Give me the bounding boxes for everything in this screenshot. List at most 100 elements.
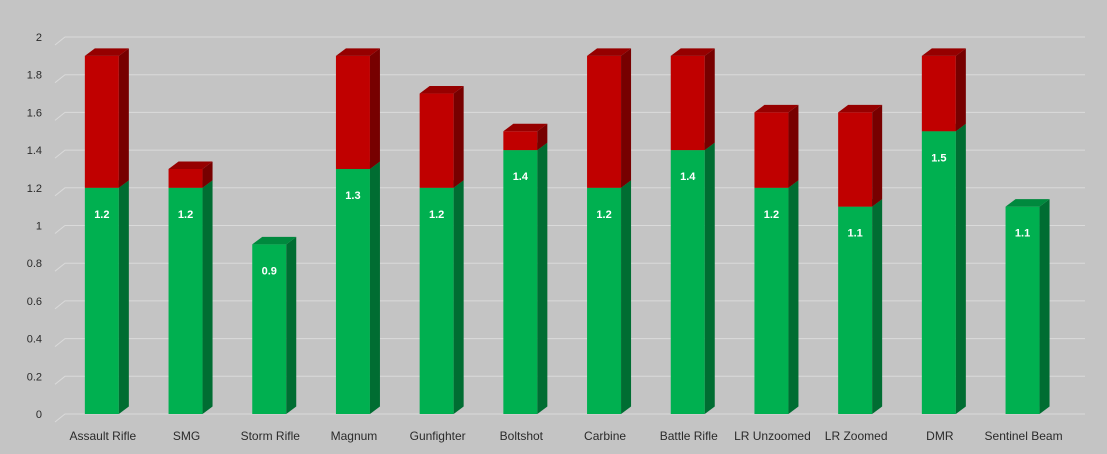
bar-segment-green-side	[788, 180, 799, 414]
gridlines	[54, 36, 1085, 423]
bar-group	[838, 104, 883, 414]
bar-segment-green-side	[537, 142, 548, 414]
bar-segment-green	[252, 236, 297, 414]
gridline	[54, 149, 1085, 159]
gridline	[54, 111, 1085, 121]
data-label: 1.2	[94, 209, 109, 221]
bar-segment-red-side	[118, 48, 129, 188]
bar-segment-green-front	[754, 187, 789, 414]
gridline	[54, 187, 1085, 197]
bar-segment-green-side	[872, 199, 883, 414]
y-tick-label: 1.6	[27, 107, 42, 119]
y-tick-label: 0	[36, 409, 42, 421]
bar-segment-green-front	[252, 244, 287, 414]
bar-group	[419, 86, 464, 414]
bar-segment-red-top	[587, 48, 632, 56]
x-category-label: Magnum	[331, 429, 378, 443]
data-label: 1.5	[931, 152, 946, 164]
bar-segment-green-front	[419, 187, 454, 414]
bar-segment-red-front	[335, 55, 370, 169]
bar-group	[168, 161, 213, 414]
x-category-label: LR Zoomed	[825, 429, 888, 443]
bar-segment-red-side	[453, 86, 464, 188]
gridline	[54, 300, 1085, 310]
bar-segment-red-top	[503, 123, 548, 132]
bar-segment-green-side	[369, 161, 380, 414]
bar-segment-green-side	[453, 180, 464, 414]
bar-segment-green-top	[252, 236, 297, 245]
bar-segment-green-front	[84, 187, 119, 414]
bar-segment-green	[84, 180, 129, 414]
x-category-label: Gunfighter	[410, 429, 466, 443]
bar-group	[1005, 199, 1050, 414]
bar-group	[670, 48, 715, 414]
bar-segment-red-top	[921, 48, 966, 56]
y-tick-label: 1.8	[27, 70, 42, 82]
bar-segment-red-top	[335, 48, 380, 56]
x-category-label: Assault Rifle	[69, 429, 136, 443]
data-label: 1.2	[178, 209, 193, 221]
gridline	[54, 36, 1085, 46]
data-label: 0.9	[262, 265, 277, 277]
gridline	[54, 74, 1085, 84]
y-tick-label: 0.2	[27, 371, 42, 383]
y-tick-label: 0.6	[27, 296, 42, 308]
bar-segment-green	[168, 180, 213, 414]
bar-segment-red-side	[955, 48, 966, 132]
bar-segment-green-front	[670, 150, 705, 414]
bar-segment-red-top	[168, 161, 213, 169]
bar-segment-red-top	[84, 48, 129, 56]
bar-segment-red-side	[872, 104, 883, 207]
y-tick-label: 0.4	[27, 334, 42, 346]
bar-segment-green	[838, 199, 883, 414]
bar-segment-green	[1005, 199, 1050, 414]
bar-segment-green-front	[838, 206, 873, 414]
bar-segment-red-top	[754, 104, 799, 113]
bar-segment-green-side	[1039, 199, 1050, 414]
bar-segment-green-side	[286, 236, 297, 414]
bar-segment-green-front	[168, 187, 203, 414]
bar-group	[921, 48, 966, 414]
bar-group	[503, 123, 548, 414]
bar-segment-red-side	[788, 104, 799, 188]
gridline	[54, 262, 1085, 272]
y-tick-label: 1.4	[27, 145, 42, 157]
bar-segment-red	[921, 48, 966, 132]
bar-group	[84, 48, 129, 414]
bar-segment-red	[754, 104, 799, 188]
bar-segment-green-side	[202, 180, 213, 414]
y-axis-ticks: 0 0.2 0.4 0.6 0.8 1 1.2 1.4 1.6 1.8 2	[27, 32, 42, 421]
x-category-label: Sentinel Beam	[985, 429, 1063, 443]
y-tick-label: 1.2	[27, 183, 42, 195]
x-category-label: SMG	[173, 429, 200, 443]
bar-group	[754, 104, 799, 414]
bar-segment-green	[335, 161, 380, 414]
data-label: 1.2	[596, 209, 611, 221]
bar-segment-green-front	[335, 168, 370, 414]
bar-segment-red	[419, 86, 464, 188]
x-axis-categories: Assault Rifle SMG Storm Rifle Magnum Gunfigh…	[69, 429, 1062, 443]
bar-segment-red	[84, 48, 129, 188]
bar-group	[335, 48, 380, 414]
bar-segment-red	[168, 161, 213, 188]
x-category-label: LR Unzoomed	[734, 429, 811, 443]
bar-segment-red-front	[587, 55, 622, 188]
bar-segment-green	[503, 142, 548, 414]
bar-segment-red-front	[838, 112, 873, 207]
bar-segment-green	[754, 180, 799, 414]
bar-segment-red-front	[670, 55, 705, 151]
bar-segment-green-top	[1005, 199, 1050, 207]
bar-segment-red-front	[84, 55, 119, 188]
bar-segment-red-side	[369, 48, 380, 169]
data-label: 1.1	[1015, 228, 1030, 240]
bar-segment-green-side	[704, 142, 715, 414]
bar-segment-green-front	[1005, 206, 1040, 414]
bar-segment-green-side	[118, 180, 129, 414]
gridline	[54, 338, 1085, 347]
bar-segment-red-front	[419, 93, 454, 188]
bar-segment-green	[921, 123, 966, 414]
bar-segment-red-top	[670, 48, 715, 56]
x-category-label: Boltshot	[500, 429, 544, 443]
